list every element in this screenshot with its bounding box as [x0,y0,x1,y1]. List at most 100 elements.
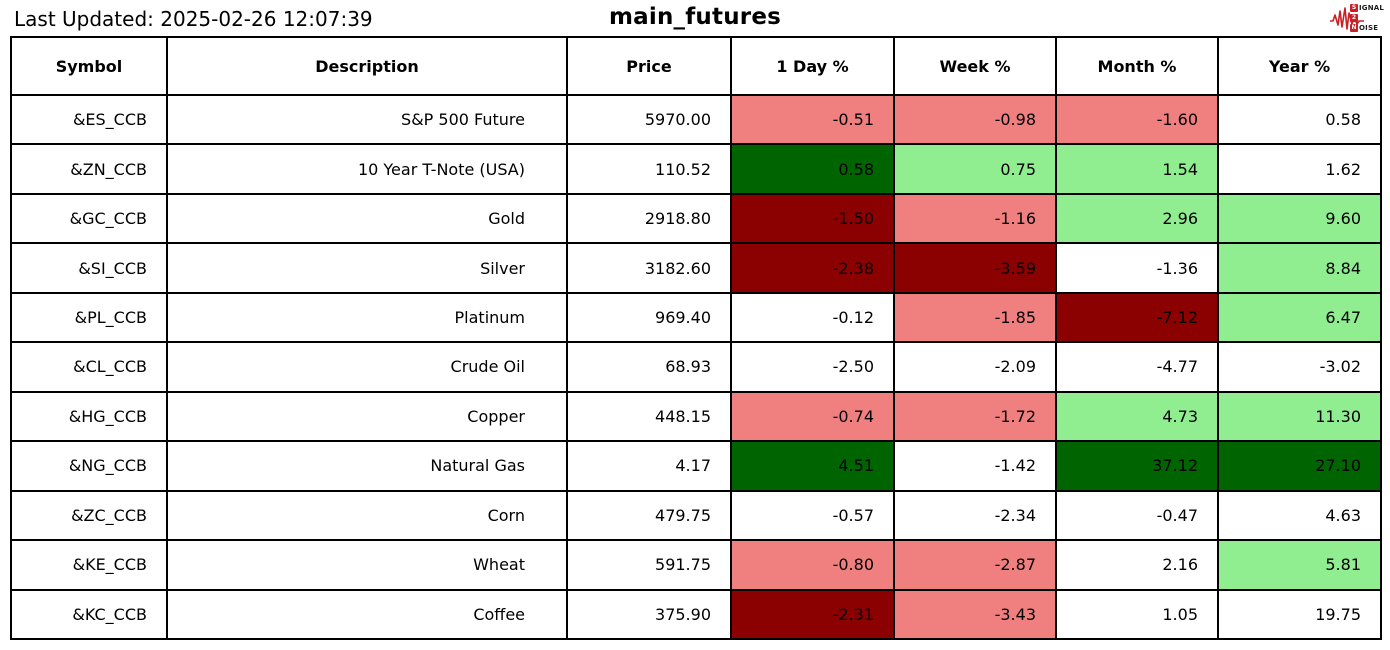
percent-cell: 0.75 [893,143,1057,195]
price-cell: 969.40 [566,291,732,344]
percent-cell: 1.54 [1055,143,1219,195]
description-cell: Copper [166,390,568,443]
logo-line1-rest: IGNAL [1359,3,1385,12]
percent-cell: -1.50 [730,192,895,245]
description-cell: Natural Gas [166,440,568,492]
page-title: main_futures [608,4,782,30]
percent-cell: 2.16 [1055,539,1219,591]
percent-cell: 2.96 [1055,192,1219,245]
signal-2-noise-logo: S IGNAL 2 N OISE [1330,2,1386,34]
logo-line-2: 2 [1350,13,1384,23]
percent-cell: -7.12 [1055,291,1219,344]
percent-cell: -1.42 [893,440,1057,492]
table-row: &KC_CCB Coffee 375.90 -2.31 -3.43 1.05 19.75 [10,588,1382,641]
percent-cell: -0.51 [730,93,895,146]
last-updated-timestamp: Last Updated: 2025-02-26 12:07:39 [14,7,373,31]
percent-cell: -0.47 [1055,489,1219,542]
price-cell: 2918.80 [566,192,732,245]
symbol-cell: &ZN_CCB [10,143,168,195]
percent-cell: 0.58 [730,143,895,195]
price-cell: 448.15 [566,390,732,443]
symbol-cell: &CL_CCB [10,341,168,393]
percent-cell: -2.34 [893,489,1057,542]
description-cell: Platinum [166,291,568,344]
percent-cell: 0.58 [1217,93,1382,146]
table-row: &CL_CCB Crude Oil 68.93 -2.50 -2.09 -4.77 -3.0… [10,341,1382,393]
futures-table: Symbol Description Price 1 Day % Week % Month… [10,36,1382,641]
percent-cell: -4.77 [1055,341,1219,393]
percent-cell: 1.62 [1217,143,1382,195]
column-header-symbol: Symbol [10,36,168,96]
symbol-cell: &GC_CCB [10,192,168,245]
description-cell: S&P 500 Future [166,93,568,146]
logo-letter-box-s: S [1350,4,1358,12]
percent-cell: -1.85 [893,291,1057,344]
logo-line3-rest: OISE [1359,23,1379,32]
percent-cell: -3.59 [893,242,1057,294]
percent-cell: 4.73 [1055,390,1219,443]
table-header: Symbol Description Price 1 Day % Week % Month… [10,36,1382,96]
price-cell: 375.90 [566,588,732,641]
price-cell: 5970.00 [566,93,732,146]
percent-cell: -0.57 [730,489,895,542]
percent-cell: -2.87 [893,539,1057,591]
percent-cell: 11.30 [1217,390,1382,443]
percent-cell: 19.75 [1217,588,1382,641]
percent-cell: -3.43 [893,588,1057,641]
symbol-cell: &SI_CCB [10,242,168,294]
percent-cell: -2.38 [730,242,895,294]
table-row: &HG_CCB Copper 448.15 -0.74 -1.72 4.73 11.30 [10,390,1382,443]
percent-cell: -0.98 [893,93,1057,146]
symbol-cell: &ES_CCB [10,93,168,146]
description-cell: Wheat [166,539,568,591]
price-cell: 4.17 [566,440,732,492]
table-row: &KE_CCB Wheat 591.75 -0.80 -2.87 2.16 5.81 [10,539,1382,591]
percent-cell: 5.81 [1217,539,1382,591]
description-cell: Corn [166,489,568,542]
column-header-month: Month % [1055,36,1219,96]
price-cell: 3182.60 [566,242,732,294]
symbol-cell: &NG_CCB [10,440,168,492]
table-row: &ES_CCB S&P 500 Future 5970.00 -0.51 -0.98 -1… [10,93,1382,146]
logo-letter-box-2: 2 [1350,14,1358,22]
description-cell: Gold [166,192,568,245]
table-row: &SI_CCB Silver 3182.60 -2.38 -3.59 -1.36 8.84 [10,242,1382,294]
percent-cell: -1.72 [893,390,1057,443]
percent-cell: 8.84 [1217,242,1382,294]
price-cell: 479.75 [566,489,732,542]
symbol-cell: &HG_CCB [10,390,168,443]
price-cell: 591.75 [566,539,732,591]
column-header-price: Price [566,36,732,96]
percent-cell: -0.74 [730,390,895,443]
column-header-year: Year % [1217,36,1382,96]
description-cell: 10 Year T-Note (USA) [166,143,568,195]
price-cell: 68.93 [566,341,732,393]
description-cell: Silver [166,242,568,294]
symbol-cell: &KC_CCB [10,588,168,641]
description-cell: Crude Oil [166,341,568,393]
percent-cell: -2.09 [893,341,1057,393]
table-row: &ZN_CCB 10 Year T-Note (USA) 110.52 0.58 0.7… [10,143,1382,195]
logo-letter-box-n: N [1350,24,1358,32]
percent-cell: -0.80 [730,539,895,591]
table-row: &ZC_CCB Corn 479.75 -0.57 -2.34 -0.47 4.63 [10,489,1382,542]
percent-cell: 9.60 [1217,192,1382,245]
percent-cell: -3.02 [1217,341,1382,393]
logo-text: S IGNAL 2 N OISE [1350,3,1384,33]
price-cell: 110.52 [566,143,732,195]
header-row: Symbol Description Price 1 Day % Week % Month… [10,36,1382,96]
waveform-icon [1330,7,1364,30]
table-row: &NG_CCB Natural Gas 4.17 4.51 -1.42 37.12 27.1… [10,440,1382,492]
percent-cell: -1.36 [1055,242,1219,294]
percent-cell: -1.60 [1055,93,1219,146]
percent-cell: 37.12 [1055,440,1219,492]
percent-cell: 4.51 [730,440,895,492]
description-cell: Coffee [166,588,568,641]
table-row: &GC_CCB Gold 2918.80 -1.50 -1.16 2.96 9.60 [10,192,1382,245]
percent-cell: 4.63 [1217,489,1382,542]
percent-cell: -2.50 [730,341,895,393]
percent-cell: 6.47 [1217,291,1382,344]
logo-line-noise: N OISE [1350,23,1384,33]
symbol-cell: &ZC_CCB [10,489,168,542]
